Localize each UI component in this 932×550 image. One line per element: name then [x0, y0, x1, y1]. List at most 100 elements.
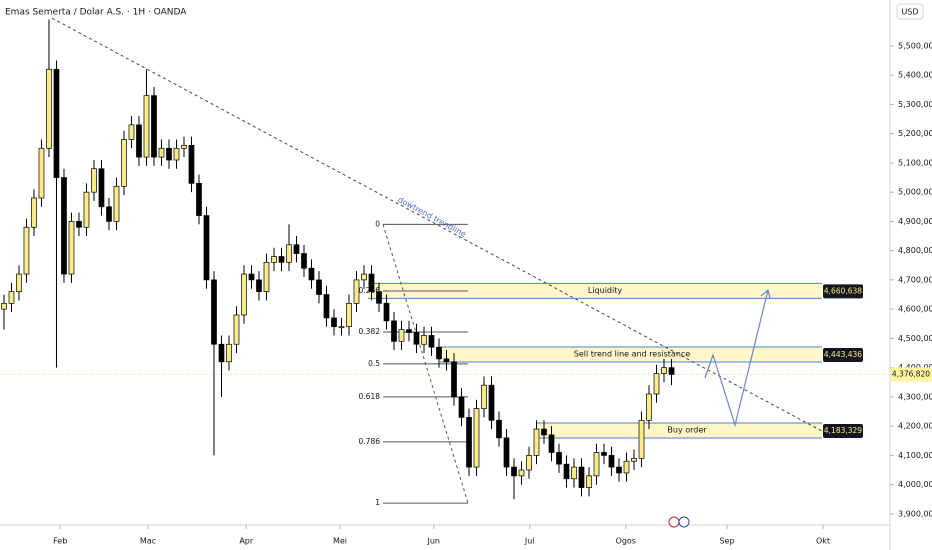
candle-body	[323, 294, 330, 319]
price-label-box	[823, 424, 863, 439]
candle-body	[121, 139, 127, 187]
y-tick-label: 4,800,000	[898, 246, 932, 255]
candle-body	[218, 343, 225, 363]
candle-body	[308, 267, 315, 281]
candle-body	[511, 466, 517, 477]
candle-body	[428, 335, 435, 348]
projection-arrowhead	[760, 288, 771, 300]
candle-body	[106, 206, 112, 222]
candle-body	[503, 437, 510, 468]
zone-label: Sell trend line and resistance	[574, 349, 691, 358]
zone-label: Buy order	[667, 426, 707, 435]
currency-box	[896, 3, 924, 20]
x-tick-label: Mei	[333, 537, 347, 546]
candle-body	[413, 332, 420, 345]
candle-body	[271, 256, 277, 263]
candle-body	[61, 177, 67, 275]
icon	[678, 516, 690, 528]
candle-body	[98, 168, 105, 208]
x-tick-label: Feb	[53, 537, 67, 546]
price-label: 4,660,638	[824, 286, 862, 295]
fib-label: 0.382	[359, 327, 381, 336]
candle-body	[383, 302, 390, 322]
candle-body	[278, 256, 285, 263]
candle-body	[548, 434, 555, 453]
y-tick-label: 4,200,000	[898, 422, 932, 431]
fib-label: 0.618	[359, 392, 381, 401]
fib-label: 0	[375, 219, 380, 228]
y-tick-label: 4,000,000	[898, 480, 932, 489]
candle-body	[188, 145, 195, 184]
candle-body	[578, 466, 585, 488]
price-label: 4,183,329	[824, 426, 862, 435]
candle-body	[346, 302, 352, 328]
y-tick-label: 5,200,000	[898, 129, 932, 138]
x-tick-label: Okt	[816, 537, 830, 546]
candle-body	[436, 346, 442, 360]
candle-body	[556, 452, 562, 465]
y-tick-label: 4,600,000	[898, 305, 932, 314]
fib-label: 1	[375, 498, 380, 507]
price-label-box	[823, 347, 863, 362]
candle-body	[143, 95, 150, 158]
y-tick-label: 4,100,000	[898, 451, 932, 460]
candle-body	[331, 317, 337, 328]
y-tick-label: 5,000,000	[898, 188, 932, 197]
currency: USD	[901, 8, 918, 17]
candle-body	[286, 244, 292, 263]
candle-body	[368, 273, 375, 292]
candle-body	[31, 197, 37, 228]
candle-body	[668, 367, 675, 375]
y-tick-label: 5,300,000	[898, 100, 932, 109]
candle-body	[406, 329, 412, 333]
candle-body	[16, 273, 22, 292]
y-tick-label: 4,900,000	[898, 217, 932, 226]
projection-path	[704, 289, 769, 428]
candle-body	[23, 226, 30, 275]
candle-body	[563, 463, 570, 480]
candle-body	[226, 343, 232, 363]
candle-body	[661, 367, 667, 374]
candle-body	[53, 68, 60, 178]
candle-body	[158, 147, 165, 158]
candle-body	[451, 361, 457, 398]
candle-body	[196, 183, 202, 216]
candle-body	[623, 460, 630, 474]
candle-body	[68, 221, 75, 275]
candle-body	[593, 452, 600, 477]
last-price-label: 4,376,820	[892, 369, 930, 378]
candle-body	[128, 124, 135, 140]
candle-body	[518, 469, 525, 477]
y-tick-label: 5,100,000	[898, 158, 932, 167]
zone	[368, 283, 822, 299]
icon	[668, 516, 680, 528]
candle-body	[83, 191, 90, 228]
x-tick-label: Jul	[524, 537, 535, 546]
price-label: 4,443,436	[824, 350, 862, 359]
candle-body	[586, 475, 592, 488]
candle-body	[488, 384, 495, 421]
candle-body	[181, 145, 187, 149]
candle-body	[533, 428, 540, 456]
price-axis-panel	[890, 0, 932, 550]
x-tick-label: Sep	[719, 537, 734, 546]
candle-body	[391, 320, 397, 342]
candle-body	[571, 466, 577, 480]
zones: Liquidity Sell trend line and resistance B…	[368, 282, 822, 439]
zone-label: Liquidity	[588, 286, 622, 295]
candle-body	[203, 215, 210, 281]
candle-body	[263, 262, 270, 292]
candle-body	[638, 419, 645, 459]
flag-icon	[668, 516, 690, 528]
candle-body	[361, 273, 367, 281]
candle-body	[91, 168, 97, 193]
candle-body	[458, 396, 465, 418]
x-tick-label: Mac	[140, 537, 156, 546]
zone	[440, 346, 822, 362]
candle-body	[76, 221, 82, 228]
candle-body	[233, 314, 240, 345]
chart-title: Emas Semerta / Dolar A.S. · 1H · OANDA	[5, 8, 187, 18]
candle-body	[443, 358, 450, 363]
candle-body	[151, 95, 157, 158]
